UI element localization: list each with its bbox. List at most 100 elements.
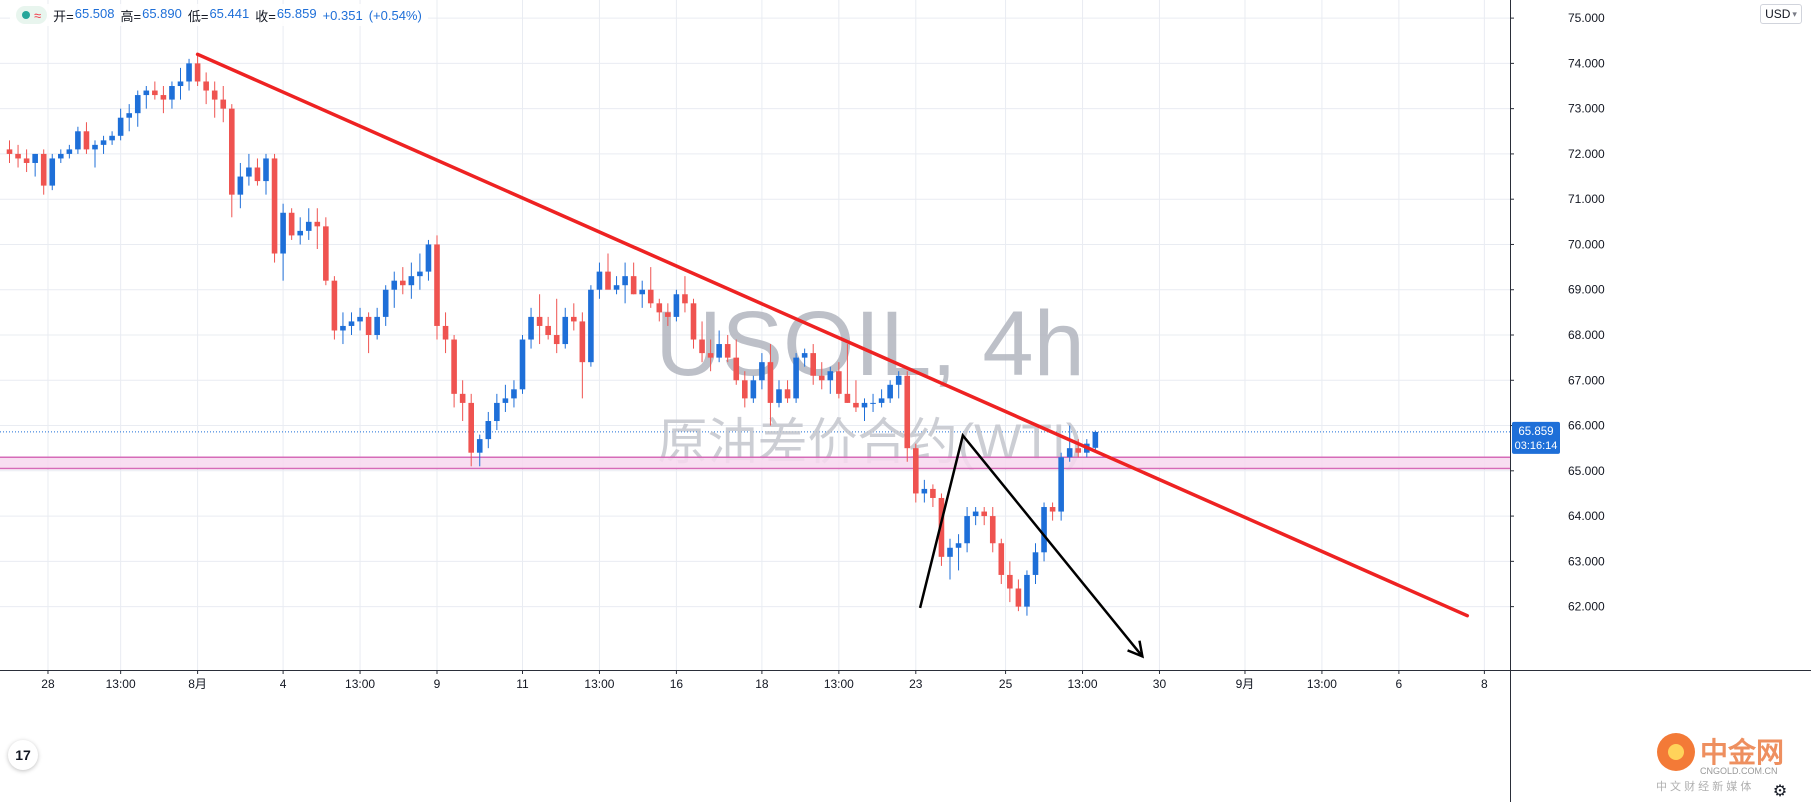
price-tick-label: 69.000 [1568,283,1605,297]
candle-body [271,158,278,254]
candle-body [1007,574,1013,589]
candle-body [930,488,936,498]
candle-body [998,543,1005,575]
candle-body [613,285,620,290]
candle-body [117,117,124,136]
candle-body [733,357,740,381]
grid-lines [0,0,1510,670]
market-status-pill[interactable]: ≈ [16,6,48,24]
high-label: 高= [120,8,142,24]
candle-body [6,149,13,154]
candle [878,389,885,408]
candle-body [639,289,645,295]
price-tick-label: 74.000 [1568,56,1605,70]
candle [1041,502,1047,562]
candle-body [913,448,919,494]
candle-body [134,95,141,114]
candle [83,122,90,154]
open-label: 开= [53,8,74,24]
candle [511,380,517,408]
candle [1058,452,1064,521]
watermark-symbol-text: USOIL, 4h [655,293,1085,395]
current-price-tag[interactable] [1512,421,1560,454]
candle-body [305,221,312,231]
candle [502,384,509,412]
time-tick-label: 6 [1396,677,1403,691]
candle-body [476,439,483,453]
candle [759,353,765,390]
candle [237,162,244,209]
candle [836,362,842,399]
time-tick-label: 13:00 [1307,677,1337,691]
candle-body [263,158,269,182]
support-zone-fill[interactable] [0,457,1510,469]
candle [981,507,987,526]
candle [861,398,868,422]
time-tick-label: 13:00 [824,677,854,691]
candle-body [126,113,132,118]
candle [579,312,586,399]
candle-body [989,516,996,544]
descending-trendline[interactable] [195,52,1470,618]
price-tick-label: 64.000 [1568,509,1605,523]
candle [417,253,423,290]
candle [562,307,569,349]
symbol-watermark: USOIL, 4h 原油差价合约(WTI) [655,293,1085,470]
currency-selector-button[interactable]: USD ▾ [1760,4,1802,24]
candle-body [1024,574,1030,607]
candle-body [331,280,338,331]
candle [647,267,654,308]
candle [126,104,132,132]
candle [468,393,474,467]
tradingview-logo[interactable]: 17 [8,740,38,770]
time-tick-label: 9 [434,677,441,691]
candle-body [83,131,90,150]
projection-path[interactable] [918,432,1144,658]
candle-body [177,81,184,87]
candle-body [169,86,175,100]
gear-icon[interactable]: ⚙ [1773,783,1787,800]
candle [972,507,979,526]
support-zone[interactable] [0,456,1510,470]
candlestick-series [6,54,1099,616]
candle-body [656,303,663,313]
candle [707,339,714,372]
candle-body [434,244,440,326]
change-value: +0.351 [322,7,363,23]
candle-body [246,167,252,177]
candle-body [58,153,64,159]
candle-body [938,497,945,557]
candle [263,153,269,195]
candle [58,149,64,163]
candle-body [323,226,329,281]
candle-body [280,212,286,254]
candle [280,203,286,281]
candle-body [545,325,551,335]
candle-body [288,212,295,236]
projection-arrowhead-icon[interactable] [1127,640,1145,659]
candle [588,285,594,367]
candle [716,330,722,363]
drawings[interactable] [195,52,1470,659]
time-tick-label: 18 [755,677,769,691]
candle [211,81,218,118]
candle-body [442,325,449,340]
candle [750,375,757,403]
chevron-down-icon: ▾ [1792,8,1797,19]
bar-countdown-timer: 03:16:14 [1515,440,1558,452]
price-tick-label: 71.000 [1568,192,1605,206]
time-tick-label: 30 [1153,677,1167,691]
candle-body [400,280,406,286]
candle-body [1075,448,1082,453]
candle [425,239,432,281]
candle-body [947,547,953,557]
time-tick-label: 25 [999,677,1013,691]
candle [117,108,124,141]
candle-body [425,244,432,272]
candle [374,307,380,340]
candle-body [836,371,842,394]
time-tick-label: 11 [516,677,529,691]
